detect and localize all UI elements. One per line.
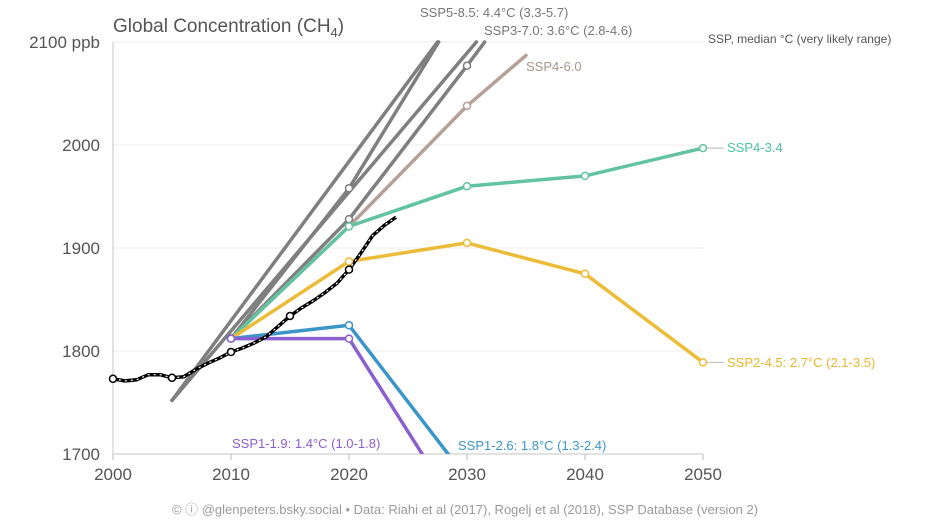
historical-line: [112, 215, 398, 383]
series-line-ssp370: [229, 40, 487, 341]
y-tick-label-1800: 1800: [62, 342, 100, 361]
historical-marker-2015: [285, 311, 295, 321]
chart-title: Global Concentration (CH4): [113, 16, 344, 40]
series-marker-ssp434-2040: [580, 171, 590, 181]
historical-marker-2005: [167, 373, 177, 383]
series-line-ssp126: [229, 323, 450, 454]
projection-line-1: [170, 40, 440, 403]
grid-layer: [113, 41, 703, 352]
series-marker-ssp434-2050: [698, 143, 708, 153]
x-tick-label-2020: 2020: [330, 465, 368, 484]
series-label-ssp585: SSP5-8.5: 4.4°C (3.3-5.7): [420, 5, 568, 20]
series-label-ssp245: SSP2-4.5: 2.7°C (2.1-3.5): [727, 355, 875, 370]
historical-marker-2020: [344, 265, 354, 274]
historical-layer: [112, 215, 398, 383]
x-tick-label-2040: 2040: [566, 465, 604, 484]
series-label-ssp460: SSP4-6.0: [526, 59, 582, 74]
x-tick-label-2050: 2050: [684, 465, 722, 484]
label-layer: SSP5-8.5: 4.4°C (3.3-5.7) SSP3-7.0: 3.6°C…: [232, 5, 875, 453]
y-tick-label-1700: 1700: [62, 445, 100, 464]
y-tick-label-2100: 2100 ppb: [29, 33, 100, 52]
y-tick-label-2000: 2000: [62, 136, 100, 155]
series-marker-ssp460-2030: [462, 101, 472, 111]
series-marker-ssp119-2010: [226, 334, 236, 343]
x-tick-label-2010: 2010: [212, 465, 250, 484]
series-marker-ssp245-2020: [344, 257, 354, 266]
series-line-ssp245: [229, 241, 705, 365]
series-marker-ssp434-2030: [462, 181, 472, 191]
series-label-ssp370: SSP3-7.0: 3.6°C (2.8-4.6): [484, 23, 632, 38]
footer-credit: © ⓘ @glenpeters.bsky.social • Data: Riah…: [172, 502, 758, 517]
series-label-ssp119: SSP1-1.9: 1.4°C (1.0-1.8): [232, 436, 380, 451]
series-marker-ssp585-2020: [344, 184, 354, 193]
series-marker-ssp434-2020: [344, 222, 354, 231]
historical-line-dots: [112, 216, 397, 382]
historical-marker-2000: [108, 374, 118, 384]
x-tick-label-2000: 2000: [94, 465, 132, 484]
legend-note: SSP, median °C (very likely range): [708, 32, 891, 46]
x-tick-label-2030: 2030: [448, 465, 486, 484]
series-marker-ssp126-2020: [344, 321, 354, 330]
series-marker-ssp119-2020: [344, 334, 354, 343]
series-marker-ssp370-2020: [344, 214, 354, 224]
series-label-ssp434: SSP4-3.4: [727, 140, 783, 155]
chart-title-subscript: 4: [331, 25, 338, 40]
axis-layer: 1700 1800 1900 2000 2100 ppb 2000 2010 2020 2030…: [29, 33, 722, 484]
series-marker-ssp370-2030: [462, 61, 472, 70]
series-marker-ssp245-2030: [462, 238, 472, 248]
y-tick-label-1900: 1900: [62, 239, 100, 258]
series-marker-ssp245-2040: [580, 269, 590, 278]
marker-layer: [108, 61, 708, 384]
series-label-ssp126: SSP1-2.6: 1.8°C (1.3-2.4): [458, 438, 606, 453]
series-marker-ssp245-2050: [698, 358, 708, 367]
historical-marker-2010: [226, 347, 236, 357]
chart-title-suffix: ): [338, 16, 344, 37]
